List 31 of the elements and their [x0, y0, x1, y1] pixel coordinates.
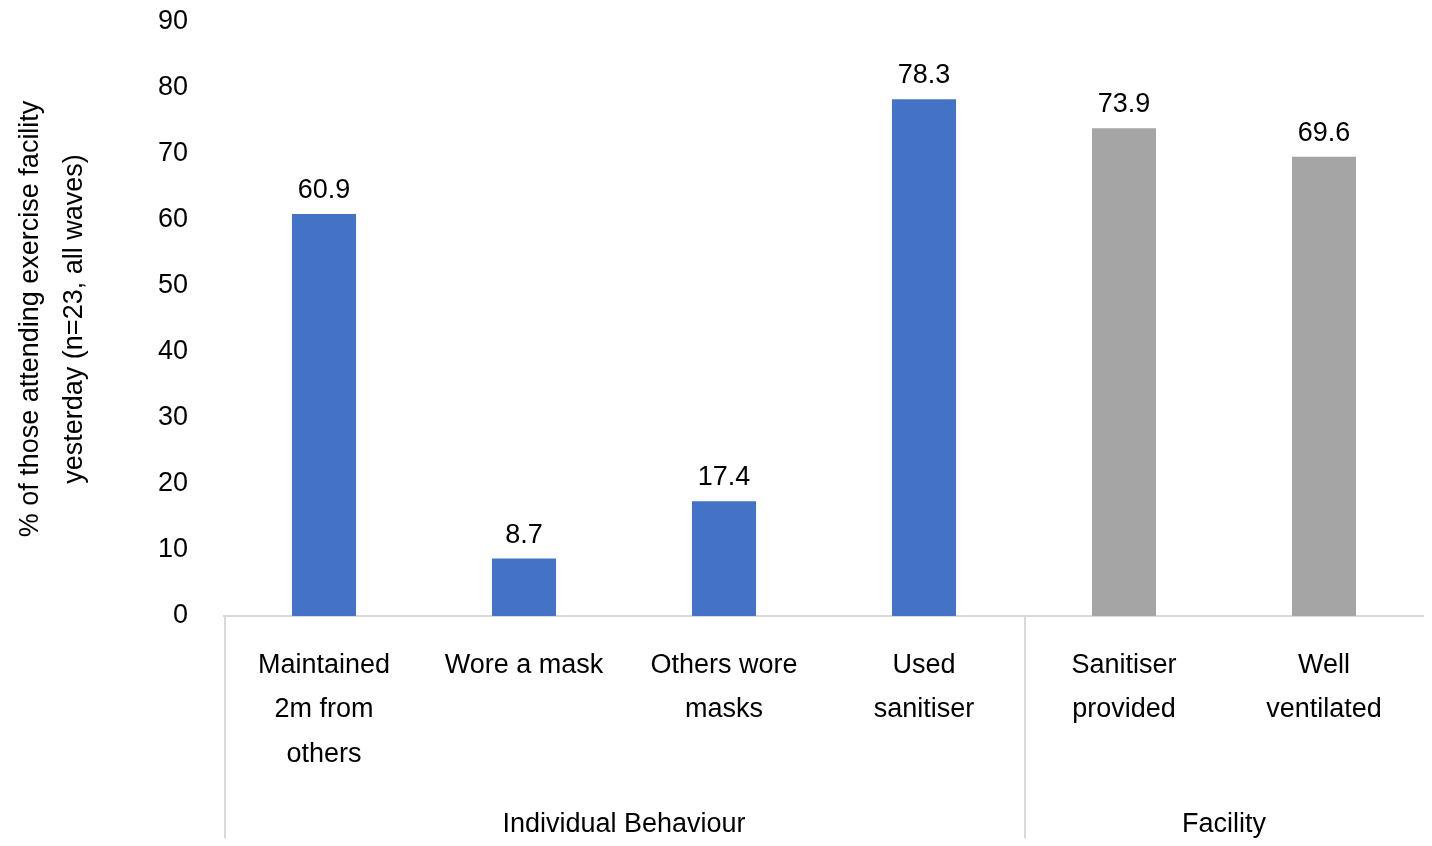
- data-label: 78.3: [897, 59, 951, 90]
- text: Individual Behaviour: [502, 808, 746, 839]
- y-tick-label: 80: [157, 71, 188, 102]
- y-tick-label: 90: [157, 5, 188, 36]
- y-tick-label: 10: [157, 533, 188, 564]
- x-tick-label: Used sanitiser: [873, 648, 975, 724]
- y-tick-label: 60: [157, 203, 188, 234]
- bar: [692, 501, 756, 616]
- y-tick-label: 30: [157, 401, 188, 432]
- y-tick-label: 50: [157, 269, 188, 300]
- bar: [892, 99, 956, 616]
- bar: [1292, 156, 1356, 616]
- y-tick-label: 70: [157, 137, 188, 168]
- bar: [492, 558, 556, 616]
- bar: [292, 214, 356, 616]
- x-tick-label: Others wore masks: [650, 648, 798, 724]
- x-tick-label: Wore a mask: [444, 648, 604, 679]
- y-tick-label: 20: [157, 467, 188, 498]
- y-axis-title: % of those attending exercise facility yesterday (n=23, all waves): [13, 100, 89, 538]
- text: Facility: [1181, 808, 1267, 839]
- data-label: 8.7: [505, 518, 543, 549]
- data-label: 60.9: [297, 174, 351, 205]
- x-tick-label: Sanitiser provided: [1071, 648, 1177, 724]
- x-tick-label: Maintained 2m from others: [257, 648, 391, 768]
- data-label: 73.9: [1097, 88, 1151, 119]
- y-tick-label: 40: [157, 335, 188, 366]
- x-tick-label: Well ventilated: [1266, 648, 1382, 724]
- data-label: 17.4: [697, 461, 751, 492]
- data-label: 69.6: [1297, 116, 1351, 147]
- bar: [1092, 128, 1156, 616]
- y-tick-label: 0: [172, 599, 188, 630]
